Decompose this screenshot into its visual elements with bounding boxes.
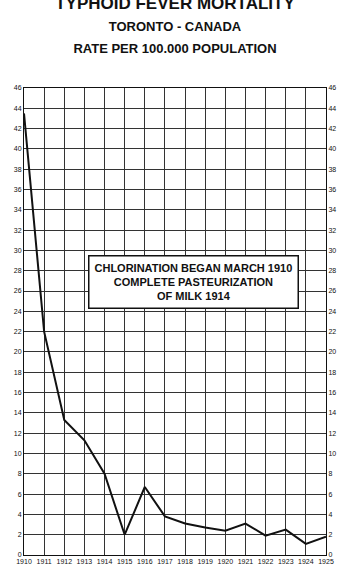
- svg-text:8: 8: [328, 470, 332, 477]
- svg-text:TYPHOID FEVER MORTALITYTORONTO: TYPHOID FEVER MORTALITYTORONTO - CANADAR…: [55, 0, 295, 56]
- svg-text:1925: 1925: [318, 558, 334, 565]
- svg-text:32: 32: [328, 227, 336, 234]
- svg-text:10: 10: [14, 450, 22, 457]
- svg-text:1916: 1916: [137, 558, 153, 565]
- svg-text:36: 36: [14, 186, 22, 193]
- svg-text:6: 6: [328, 491, 332, 498]
- svg-text:38: 38: [328, 166, 336, 173]
- svg-text:2: 2: [18, 531, 22, 538]
- svg-text:40: 40: [14, 145, 22, 152]
- svg-text:28: 28: [328, 267, 336, 274]
- svg-text:0: 0: [18, 551, 22, 558]
- svg-text:34: 34: [328, 206, 336, 213]
- svg-text:44: 44: [14, 105, 22, 112]
- svg-text:26: 26: [328, 287, 336, 294]
- svg-text:32: 32: [14, 227, 22, 234]
- svg-text:30: 30: [14, 247, 22, 254]
- svg-text:16: 16: [14, 389, 22, 396]
- svg-text:12: 12: [328, 430, 336, 437]
- svg-text:36: 36: [328, 186, 336, 193]
- svg-text:1912: 1912: [56, 558, 72, 565]
- svg-text:1915: 1915: [117, 558, 133, 565]
- svg-text:1920: 1920: [218, 558, 234, 565]
- svg-text:14: 14: [328, 409, 336, 416]
- svg-text:20: 20: [328, 348, 336, 355]
- svg-text:46: 46: [328, 84, 336, 91]
- svg-text:42: 42: [14, 125, 22, 132]
- svg-text:6: 6: [18, 491, 22, 498]
- svg-text:CHLORINATION BEGAN MARCH 1910C: CHLORINATION BEGAN MARCH 1910COMPLETE PA…: [95, 262, 293, 303]
- svg-text:16: 16: [328, 389, 336, 396]
- svg-text:14: 14: [14, 409, 22, 416]
- svg-text:38: 38: [14, 166, 22, 173]
- svg-text:30: 30: [328, 247, 336, 254]
- svg-text:44: 44: [328, 105, 336, 112]
- svg-text:12: 12: [14, 430, 22, 437]
- svg-text:1911: 1911: [37, 558, 52, 565]
- svg-text:1924: 1924: [298, 558, 314, 565]
- svg-text:1923: 1923: [278, 558, 294, 565]
- svg-text:2: 2: [328, 531, 332, 538]
- svg-text:1918: 1918: [177, 558, 193, 565]
- svg-text:18: 18: [328, 369, 336, 376]
- svg-text:1917: 1917: [157, 558, 173, 565]
- svg-text:22: 22: [328, 328, 336, 335]
- svg-text:20: 20: [14, 348, 22, 355]
- svg-text:28: 28: [14, 267, 22, 274]
- svg-text:40: 40: [328, 145, 336, 152]
- svg-text:1914: 1914: [97, 558, 113, 565]
- svg-text:24: 24: [14, 308, 22, 315]
- svg-text:1919: 1919: [197, 558, 213, 565]
- svg-text:1921: 1921: [238, 558, 254, 565]
- svg-text:8: 8: [18, 470, 22, 477]
- svg-text:26: 26: [14, 287, 22, 294]
- svg-text:24: 24: [328, 308, 336, 315]
- svg-text:18: 18: [14, 369, 22, 376]
- svg-text:22: 22: [14, 328, 22, 335]
- svg-text:10: 10: [328, 450, 336, 457]
- svg-text:4: 4: [18, 511, 22, 518]
- svg-text:34: 34: [14, 206, 22, 213]
- svg-text:1913: 1913: [77, 558, 93, 565]
- svg-text:1910: 1910: [16, 558, 32, 565]
- svg-text:0: 0: [328, 551, 332, 558]
- svg-text:46: 46: [14, 84, 22, 91]
- svg-text:1922: 1922: [258, 558, 274, 565]
- svg-text:42: 42: [328, 125, 336, 132]
- svg-text:4: 4: [328, 511, 332, 518]
